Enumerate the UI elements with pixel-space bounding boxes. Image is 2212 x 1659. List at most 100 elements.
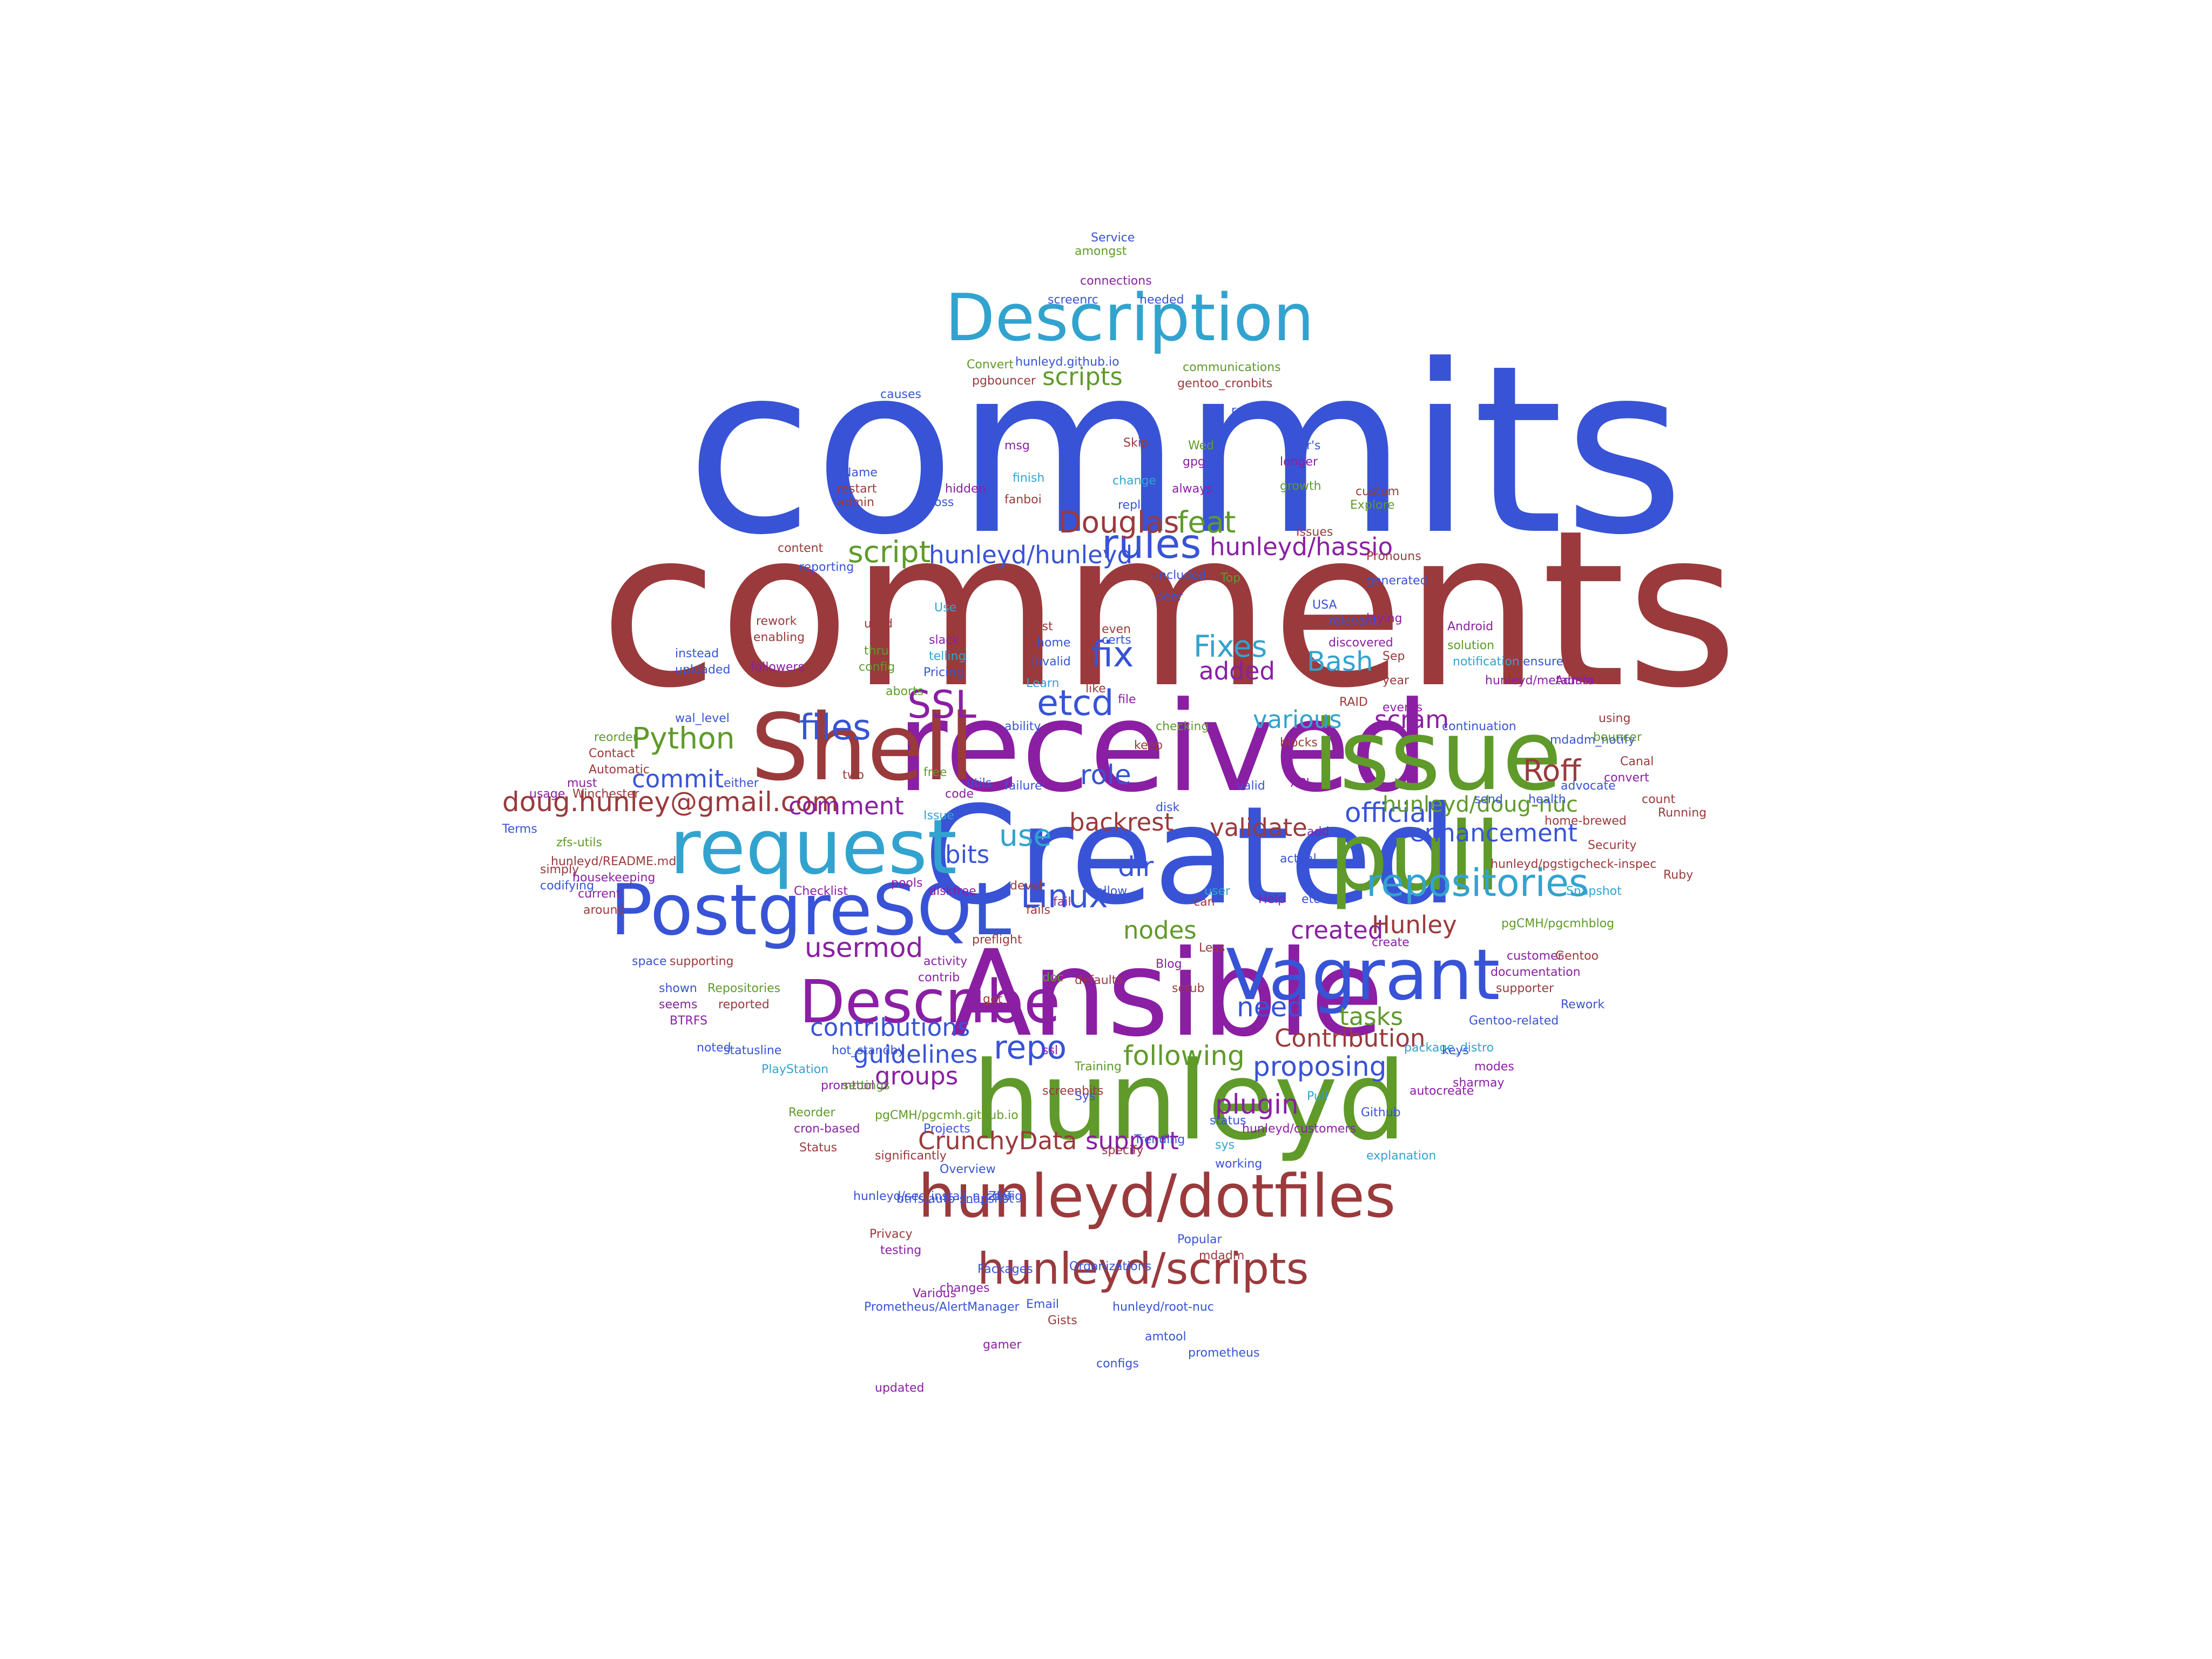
cloud-word: contrib <box>918 971 960 984</box>
cloud-word: Explore <box>1350 498 1395 512</box>
cloud-word: Bash <box>1307 646 1373 677</box>
cloud-word: always <box>1172 482 1213 496</box>
cloud-word: Issues <box>1296 525 1333 539</box>
cloud-word: Vagrant <box>1226 934 1500 1016</box>
cloud-word: longer <box>1280 455 1318 469</box>
cloud-word: file <box>1118 693 1136 706</box>
cloud-word: ensure <box>1523 655 1563 669</box>
cloud-word: commit <box>632 765 724 793</box>
cloud-word: hunleyd/pgstigcheck-inspec <box>1491 858 1657 871</box>
cloud-word: Help <box>1258 893 1286 906</box>
cloud-word: API <box>1291 777 1310 790</box>
cloud-word: replica <box>1118 498 1158 512</box>
cloud-word: must <box>567 777 597 790</box>
cloud-word: usermod <box>805 932 923 963</box>
cloud-word: Rework <box>1561 998 1605 1011</box>
cloud-word: feat <box>1177 505 1236 539</box>
cloud-word: sys <box>1215 1138 1235 1152</box>
cloud-word: hunleyd/scripts <box>977 1244 1309 1294</box>
cloud-word: Douglas <box>1058 505 1179 539</box>
cloud-word: hunleyd/customers <box>1242 1122 1356 1136</box>
cloud-word: tasks <box>1339 1002 1404 1031</box>
cloud-word: official <box>1345 797 1434 828</box>
cloud-word: Issue <box>923 809 954 822</box>
cloud-word: shown <box>659 982 697 995</box>
cloud-word: Repositories <box>707 982 781 995</box>
cloud-word: utils <box>967 777 992 790</box>
cloud-word: backrest <box>1069 808 1174 837</box>
cloud-word: zfs-utils <box>556 836 602 849</box>
cloud-word: package_distro <box>1404 1041 1494 1055</box>
cloud-word: RAID <box>1339 696 1368 709</box>
cloud-word: valid <box>1237 779 1265 793</box>
cloud-word: reporting <box>799 561 854 574</box>
cloud-word: added <box>1199 657 1275 685</box>
cloud-word: fix <box>1091 635 1134 675</box>
cloud-word: relevant <box>1328 615 1378 628</box>
cloud-word: Gentoo <box>1555 949 1599 963</box>
cloud-word: working <box>1215 1157 1263 1171</box>
cloud-word: updated <box>875 1381 925 1395</box>
cloud-word: pgCMH/pgcmh.github.io <box>875 1109 1019 1122</box>
cloud-word: bouncer <box>1593 731 1642 744</box>
cloud-word: Sep <box>1382 650 1405 663</box>
cloud-word: Github <box>1361 1106 1401 1120</box>
cloud-word: followers <box>751 660 804 674</box>
cloud-word: scram <box>1374 705 1449 734</box>
cloud-word: keep <box>1134 739 1163 752</box>
cloud-word: Contact <box>589 747 635 760</box>
cloud-word: gpg <box>1183 455 1205 469</box>
cloud-word: hunleyd/doug-nuc <box>1382 792 1579 817</box>
cloud-word: current <box>578 887 621 901</box>
cloud-word: testing <box>880 1244 922 1257</box>
cloud-word: groups <box>875 1062 959 1090</box>
cloud-word: ability <box>1004 720 1041 733</box>
cloud-word: screenbits <box>1042 1084 1104 1098</box>
cloud-word: Privacy <box>869 1228 913 1241</box>
cloud-word: communications <box>1183 361 1281 374</box>
cloud-word: get <box>983 993 1003 1006</box>
cloud-word: generated <box>1366 574 1428 588</box>
cloud-word: configs <box>1096 1357 1139 1371</box>
cloud-word: Describe <box>799 967 1061 1036</box>
cloud-word: Projects <box>923 1122 970 1136</box>
cloud-word: codifying <box>540 879 595 893</box>
cloud-word: doug.hunley@gmail.com <box>502 786 839 818</box>
cloud-word: various <box>1253 705 1342 734</box>
cloud-word: diskfree <box>929 885 976 898</box>
cloud-word: hunleyd/README.md <box>551 855 677 868</box>
cloud-word: noted <box>697 1041 731 1055</box>
cloud-word: Status <box>799 1141 838 1155</box>
cloud-word: growth <box>1280 480 1321 493</box>
cloud-word: script <box>848 535 931 569</box>
cloud-word: uploaded <box>675 663 731 677</box>
cloud-word: pgCMH/pgcmhblog <box>1501 917 1615 930</box>
cloud-word: Organizations <box>1069 1260 1152 1273</box>
cloud-word: peer <box>1156 590 1183 604</box>
cloud-word: gentoo_cronbits <box>1177 377 1273 390</box>
cloud-word: supporter <box>1496 982 1554 995</box>
cloud-word: sharmay <box>1453 1076 1505 1090</box>
cloud-word: Skip <box>1123 436 1149 450</box>
cloud-word: settings <box>842 1079 890 1092</box>
cloud-word: repositories <box>1366 861 1589 905</box>
cloud-word: received <box>896 676 1429 820</box>
cloud-word: customer <box>1507 949 1563 963</box>
cloud-word: failure <box>1004 779 1042 793</box>
cloud-word: Roff <box>1523 753 1581 788</box>
cloud-word: screenrc <box>1048 293 1098 307</box>
cloud-word: Fixes <box>1193 629 1267 664</box>
cloud-word: Packages <box>977 1263 1033 1276</box>
cloud-word: Created <box>923 777 1458 934</box>
cloud-word: Canal <box>1620 755 1654 768</box>
cloud-word: explanation <box>1366 1149 1437 1163</box>
cloud-word: fail <box>1053 895 1071 909</box>
cloud-word: Security <box>1588 839 1637 852</box>
cloud-word: support <box>1085 1127 1179 1155</box>
cloud-word: usage <box>529 787 565 801</box>
cloud-word: bits <box>945 840 990 869</box>
cloud-word: blocks <box>1280 736 1318 750</box>
cloud-word: Gentoo-related <box>1469 1014 1559 1028</box>
cloud-word: hunleyd/dotfiles <box>918 1162 1396 1231</box>
cloud-word: fanboi <box>1004 493 1042 507</box>
